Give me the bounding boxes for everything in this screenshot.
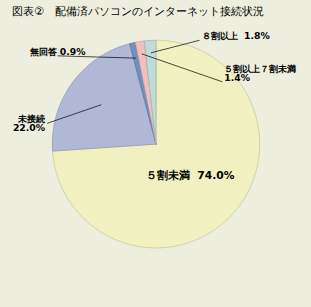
svg-text:５割未満 74.0%: ５割未満 74.0% bbox=[146, 169, 235, 182]
svg-text:未接続22.0%: 未接続22.0% bbox=[13, 113, 46, 133]
svg-text:８割以上 1.8%: ８割以上 1.8% bbox=[202, 30, 271, 41]
svg-text:５割以上７割未満1.4%: ５割以上７割未満1.4% bbox=[224, 62, 296, 82]
html-text:図表② 配備済パソコンのインターネット接続状況: 図表② 配備済パソコンのインターネット接続状況 bbox=[12, 5, 265, 18]
svg-text:無回答 0.9%: 無回答 0.9% bbox=[29, 46, 87, 57]
